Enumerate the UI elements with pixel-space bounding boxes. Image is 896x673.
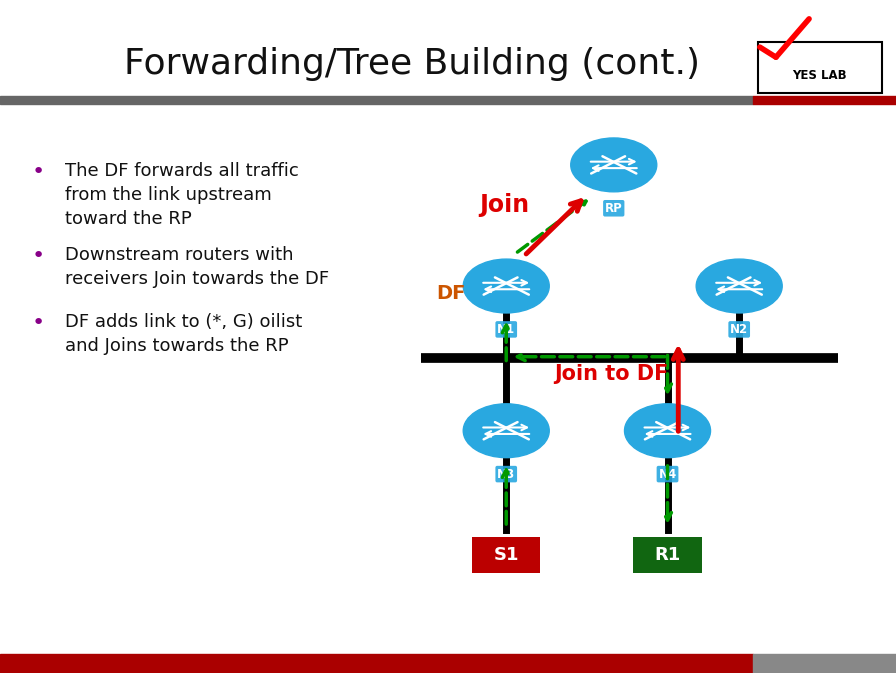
Bar (0, 654, 753, 673)
Text: Forwarding/Tree Building (cont.): Forwarding/Tree Building (cont.) (125, 47, 700, 81)
Ellipse shape (463, 404, 549, 458)
Bar (0, 96, 753, 104)
Text: YES LAB: YES LAB (793, 69, 847, 81)
Ellipse shape (696, 259, 782, 313)
Ellipse shape (625, 404, 711, 458)
Text: N4: N4 (659, 468, 676, 481)
Ellipse shape (463, 259, 549, 313)
Ellipse shape (571, 138, 657, 192)
FancyBboxPatch shape (472, 537, 540, 573)
Text: R1: R1 (654, 546, 681, 564)
Text: •: • (31, 246, 45, 266)
Text: N3: N3 (497, 468, 515, 481)
Text: DF: DF (436, 285, 466, 304)
Bar (758, 42, 882, 93)
Text: DF adds link to (*, G) oilist
and Joins towards the RP: DF adds link to (*, G) oilist and Joins … (65, 313, 303, 355)
Text: Join: Join (479, 193, 530, 217)
Text: RP: RP (605, 202, 623, 215)
Text: Downstream routers with
receivers Join towards the DF: Downstream routers with receivers Join t… (65, 246, 330, 288)
Bar (753, 654, 896, 673)
Text: N2: N2 (730, 323, 748, 336)
Text: The DF forwards all traffic
from the link upstream
toward the RP: The DF forwards all traffic from the lin… (65, 162, 299, 228)
Text: •: • (31, 313, 45, 333)
Bar (753, 96, 896, 104)
FancyBboxPatch shape (633, 537, 702, 573)
Text: Join to DF: Join to DF (554, 364, 668, 384)
Text: N1: N1 (497, 323, 515, 336)
Text: •: • (31, 162, 45, 182)
Text: S1: S1 (494, 546, 519, 564)
